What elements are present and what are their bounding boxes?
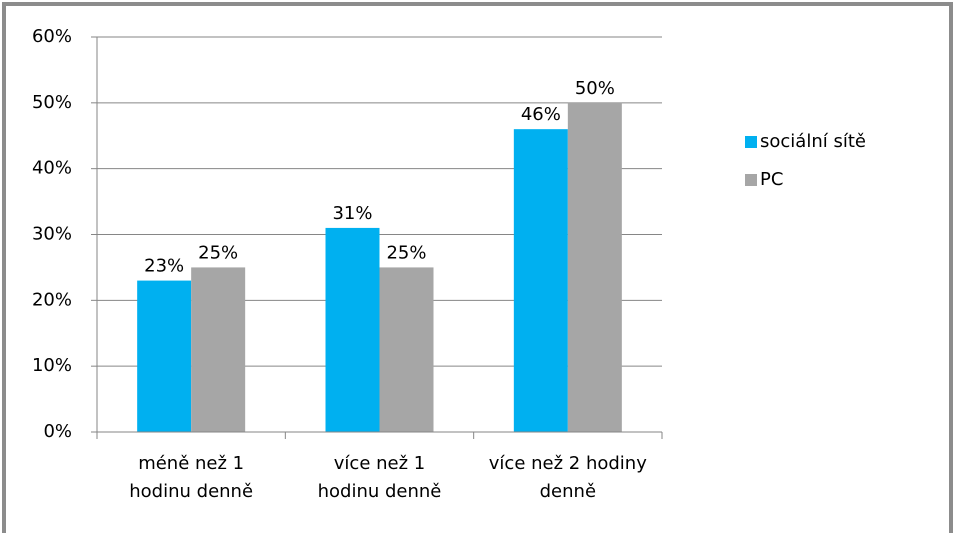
data-label: 25% [386,242,426,263]
x-tick-label: více než 2 hodiny denně [488,453,647,502]
legend-swatch [745,174,757,186]
x-tick-label: více než 1 hodinu denně [317,453,442,502]
y-tick-label: 60% [32,26,72,47]
bar [191,267,246,432]
data-label: 31% [332,203,372,224]
y-tick-label: 40% [32,158,72,179]
data-label: 23% [144,256,184,277]
bar [137,280,192,432]
y-tick-label: 20% [32,289,72,310]
legend-label: sociální sítě [760,131,866,152]
bar [325,227,380,432]
x-tick-label-box: méně než 1 hodinu denně [129,453,254,502]
data-label: 46% [521,104,561,125]
data-label: 25% [198,242,238,263]
bar [513,129,568,432]
data-label: 50% [575,78,615,99]
x-tick-label-box: více než 1 hodinu denně [317,453,442,502]
legend-label: PC [760,169,783,190]
x-tick-label: méně než 1 hodinu denně [129,453,254,502]
y-tick-label: 0% [43,421,72,442]
y-tick-label: 30% [32,224,72,245]
x-tick-label-box: více než 2 hodiny denně [488,453,647,502]
y-tick-label: 10% [32,355,72,376]
legend-swatch [745,136,757,148]
bar [379,267,434,432]
bar [567,102,622,432]
y-tick-label: 50% [32,92,72,113]
